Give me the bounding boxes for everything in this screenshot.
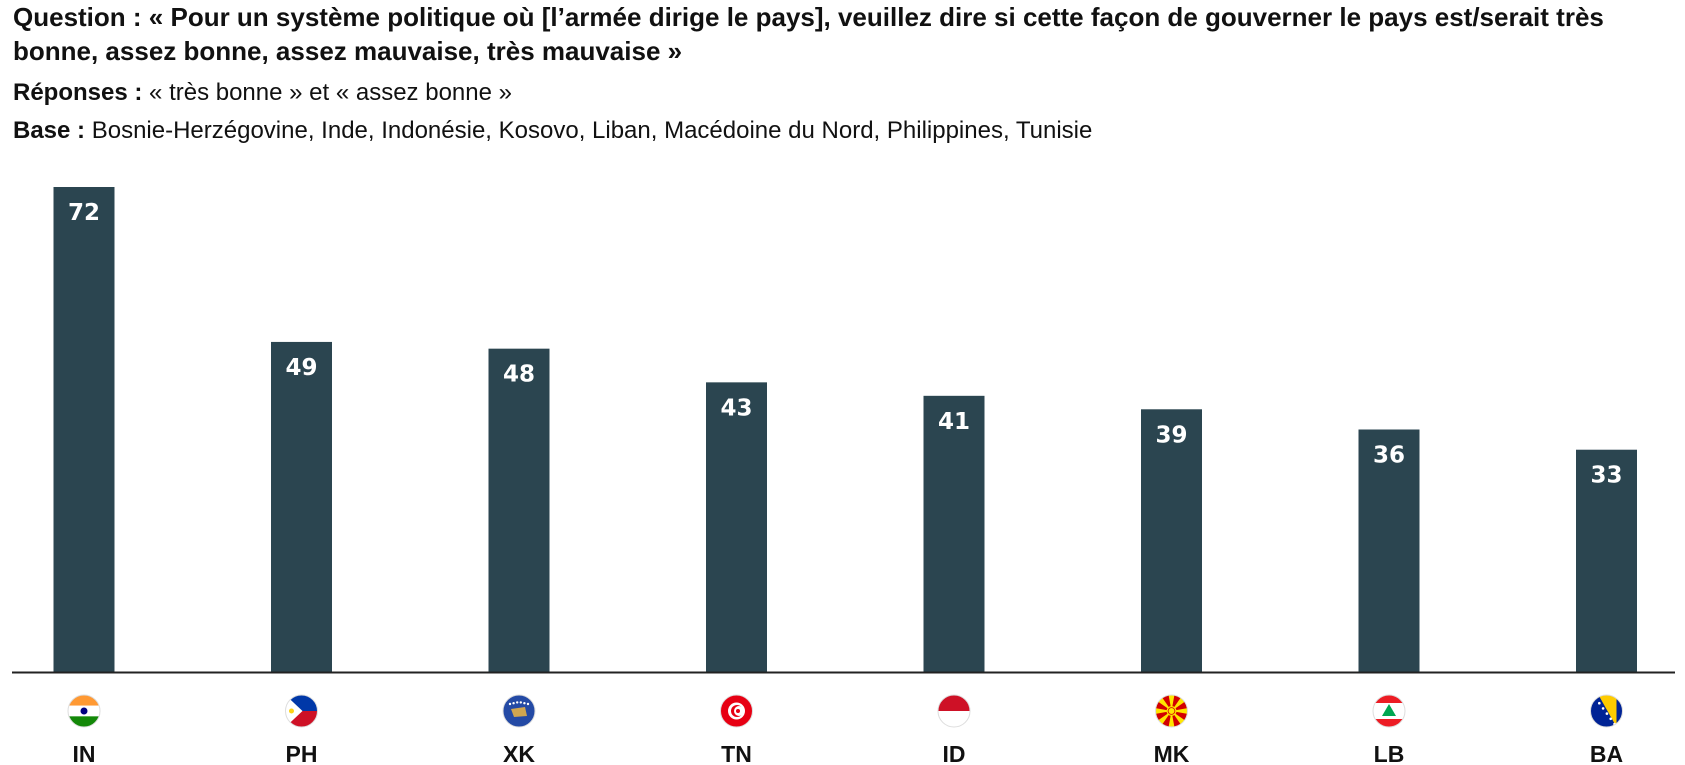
responses-text: « très bonne » et « assez bonne » <box>149 79 512 106</box>
kosovo-flag-icon <box>502 694 536 728</box>
bar-ph <box>271 341 332 672</box>
tunisia-flag-icon <box>720 694 753 728</box>
bar-mk <box>1141 409 1202 672</box>
category-label-xk: XK <box>503 741 535 765</box>
bar-id <box>923 395 985 672</box>
india-flag-icon <box>67 694 101 728</box>
value-label-ba: 33 <box>1590 463 1622 489</box>
value-label-mk: 39 <box>1155 422 1187 448</box>
category-label-id: ID <box>943 741 966 765</box>
bar-lb <box>1358 429 1420 672</box>
value-label-in: 72 <box>68 200 100 226</box>
north-macedonia-flag-icon <box>1155 694 1188 728</box>
question: Question : « Pour un système politique o… <box>13 0 1673 68</box>
category-label-in: IN <box>73 741 96 765</box>
category-label-mk: MK <box>1154 741 1190 765</box>
bar-in <box>53 187 115 672</box>
bar-xk <box>488 348 550 672</box>
base-text: Bosnie-Herzégovine, Inde, Indonésie, Kos… <box>91 117 1093 144</box>
chart-header: Question : « Pour un système politique o… <box>13 0 1673 150</box>
value-label-lb: 36 <box>1373 443 1405 469</box>
value-label-id: 41 <box>938 409 970 435</box>
value-label-xk: 48 <box>503 362 535 388</box>
question-text: « Pour un système politique où [l’armée … <box>13 2 1604 66</box>
value-label-tn: 43 <box>720 395 752 421</box>
category-label-ba: BA <box>1590 741 1623 765</box>
base-line: Base : Bosnie-Herzégovine, Inde, Indonés… <box>13 112 1673 150</box>
base-label: Base : <box>13 117 86 144</box>
bar-ba <box>1576 449 1637 672</box>
indonesia-flag-icon <box>937 694 971 728</box>
category-label-ph: PH <box>286 741 318 765</box>
responses-line: Réponses : « très bonne » et « assez bon… <box>13 74 1673 112</box>
category-label-lb: LB <box>1374 741 1405 765</box>
philippines-flag-icon <box>285 694 318 728</box>
value-label-ph: 49 <box>285 355 317 381</box>
question-label: Question : <box>13 2 142 32</box>
category-label-tn: TN <box>721 741 752 765</box>
bar-tn <box>706 382 767 672</box>
responses-label: Réponses : <box>13 79 143 106</box>
lebanon-flag-icon <box>1372 694 1406 728</box>
bosnia-flag-icon <box>1590 694 1623 728</box>
